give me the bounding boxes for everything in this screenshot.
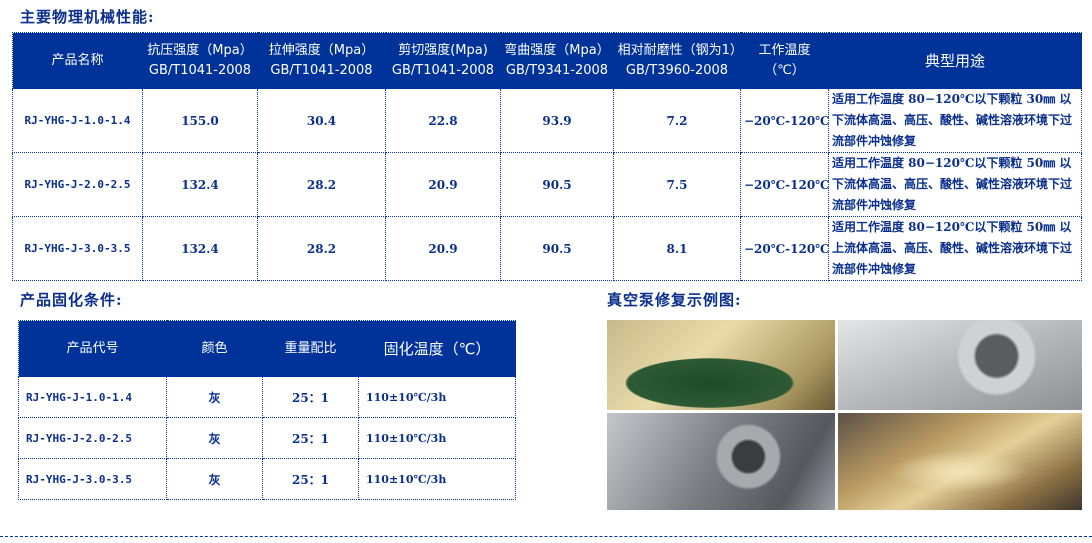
col-header: 剪切强度(Mpa) GB/T1041-2008 (385, 32, 501, 89)
table-cell: 20.9 (385, 152, 501, 217)
table-cell: 22.8 (385, 88, 501, 153)
table-cell: −20℃-120℃ (740, 88, 830, 153)
table-cell: 25：1 (262, 458, 359, 500)
table-cell: 适用工作温度 80−120℃以下颗粒 30㎜ 以下流体高温、高压、酸性、碱性溶液… (828, 88, 1082, 153)
properties-table: 产品名称 抗压强度（Mpa）GB/T1041-2008 拉伸强度（Mpa）GB/… (12, 32, 1082, 281)
table-cell: RJ-YHG-J-1.0-1.4 (12, 88, 143, 153)
table-cell: RJ-YHG-J-3.0-3.5 (18, 458, 167, 500)
table-cell: 132.4 (142, 216, 258, 281)
table-cell: 155.0 (142, 88, 258, 153)
table-cell: 28.2 (257, 152, 386, 217)
repair-photo-1 (607, 320, 835, 410)
table-row: RJ-YHG-J-3.0-3.5 132.4 28.2 20.9 90.5 8.1 −20℃… (12, 216, 1082, 281)
curing-table: 产品代号 颜色 重量配比 固化温度（℃） RJ-YHG-J-1.0-1.4 灰 25… (18, 320, 516, 500)
table-cell: 25：1 (262, 376, 359, 418)
table-cell: 25：1 (262, 417, 359, 459)
table-cell: RJ-YHG-J-3.0-3.5 (12, 216, 143, 281)
curing-title: 产品固化条件: (20, 291, 123, 309)
table-cell: RJ-YHG-J-1.0-1.4 (18, 376, 167, 418)
col-header: 弯曲强度（Mpa）GB/T9341-2008 (500, 32, 614, 89)
repair-photo-3 (607, 413, 835, 510)
table-cell: RJ-YHG-J-2.0-2.5 (12, 152, 143, 217)
col-header: 颜色 (166, 320, 263, 377)
table-cell: 90.5 (500, 216, 614, 281)
table-header-row: 产品代号 颜色 重量配比 固化温度（℃） (18, 320, 516, 377)
table-cell: 110±10℃/3h (358, 458, 516, 500)
table-cell: 灰 (166, 458, 263, 500)
table-cell: 93.9 (500, 88, 614, 153)
table-cell: 灰 (166, 376, 263, 418)
table-cell: 7.2 (613, 88, 741, 153)
table-row: RJ-YHG-J-3.0-3.5 灰 25：1 110±10℃/3h (18, 458, 516, 500)
col-header: 工作温度（℃） (740, 32, 829, 89)
col-header: 典型用途 (828, 32, 1082, 89)
table-row: RJ-YHG-J-1.0-1.4 155.0 30.4 22.8 93.9 7.2 −20℃… (12, 88, 1082, 153)
table-header-row: 产品名称 抗压强度（Mpa）GB/T1041-2008 拉伸强度（Mpa）GB/… (12, 32, 1082, 89)
table-cell: 90.5 (500, 152, 614, 217)
table-row: RJ-YHG-J-1.0-1.4 灰 25：1 110±10℃/3h (18, 376, 516, 418)
table-cell: 适用工作温度 80−120℃以下颗粒 50㎜ 以下流体高温、高压、酸性、碱性溶液… (828, 152, 1082, 217)
properties-title: 主要物理机械性能: (20, 8, 155, 26)
table-cell: 适用工作温度 80−120℃以下颗粒 50㎜ 以上流体高温、高压、酸性、碱性溶液… (828, 216, 1082, 281)
table-cell: 8.1 (613, 216, 741, 281)
table-cell: 30.4 (257, 88, 386, 153)
table-cell: 7.5 (613, 152, 741, 217)
col-header: 固化温度（℃） (358, 320, 516, 377)
table-cell: 132.4 (142, 152, 258, 217)
table-cell: 20.9 (385, 216, 501, 281)
table-cell: 28.2 (257, 216, 386, 281)
table-row: RJ-YHG-J-2.0-2.5 灰 25：1 110±10℃/3h (18, 417, 516, 459)
col-header: 重量配比 (262, 320, 359, 377)
table-cell: −20℃-120℃ (740, 152, 830, 217)
table-cell: 110±10℃/3h (358, 417, 516, 459)
table-row: RJ-YHG-J-2.0-2.5 132.4 28.2 20.9 90.5 7.5 −20℃… (12, 152, 1082, 217)
col-header: 拉伸强度（Mpa）GB/T1041-2008 (257, 32, 386, 89)
table-cell: 110±10℃/3h (358, 376, 516, 418)
col-header: 相对耐磨性（钢为1）GB/T3960-2008 (613, 32, 741, 89)
col-header: 产品代号 (18, 320, 167, 377)
repair-photo-2 (838, 320, 1082, 410)
divider (0, 536, 1092, 537)
table-cell: RJ-YHG-J-2.0-2.5 (18, 417, 167, 459)
table-cell: −20℃-120℃ (740, 216, 830, 281)
col-header: 抗压强度（Mpa）GB/T1041-2008 (142, 32, 258, 89)
table-cell: 灰 (166, 417, 263, 459)
examples-title: 真空泵修复示例图: (607, 291, 742, 309)
repair-photo-4 (838, 413, 1082, 510)
col-header: 产品名称 (12, 32, 143, 89)
